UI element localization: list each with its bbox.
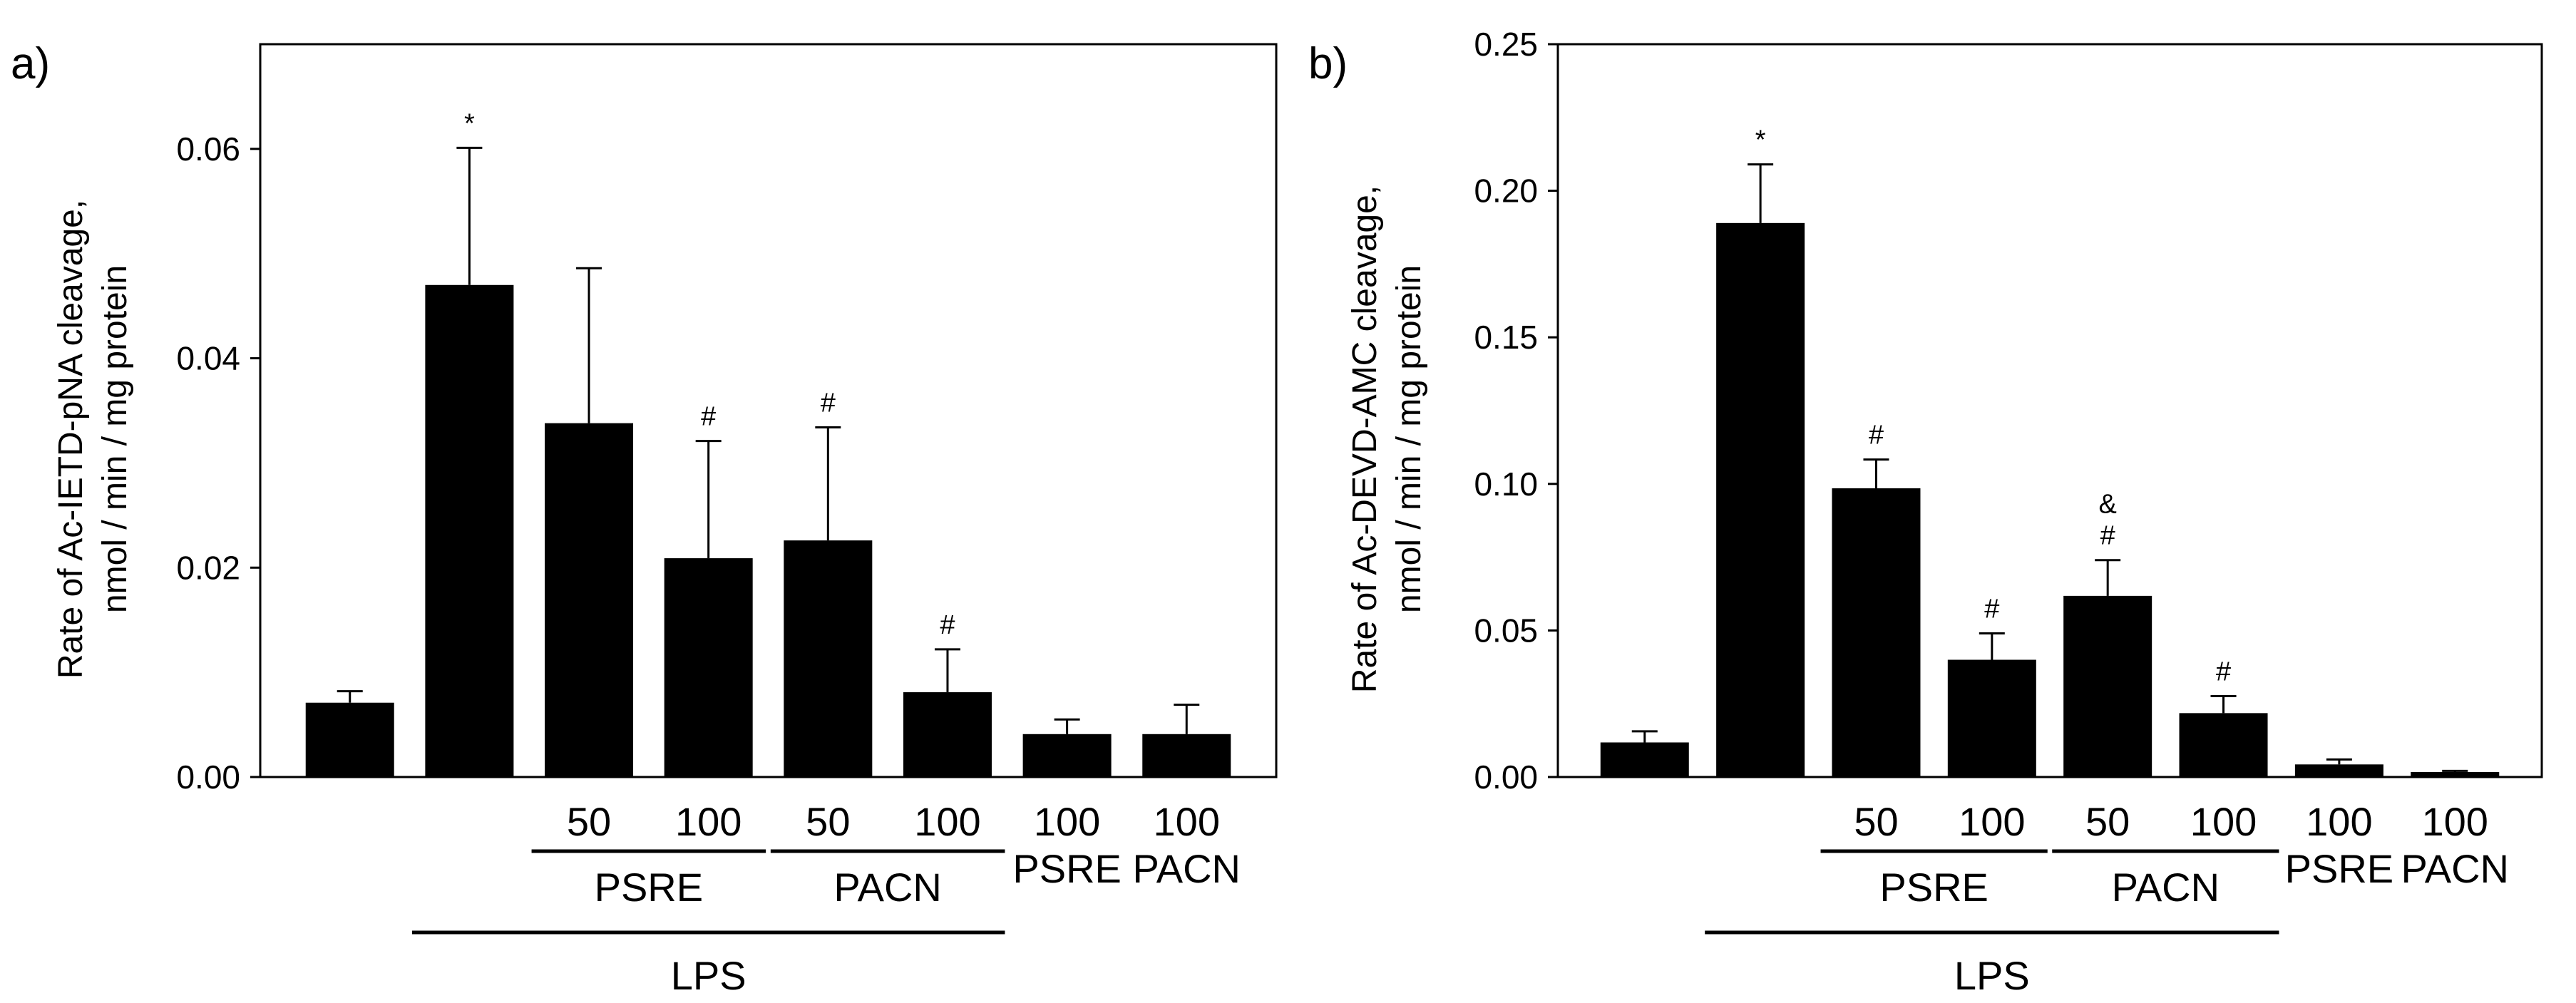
extract-label: PACN xyxy=(1133,846,1241,891)
significance-marker: # xyxy=(701,402,716,432)
dose-label: 50 xyxy=(567,799,611,844)
bar xyxy=(664,558,753,777)
bar xyxy=(2179,713,2268,777)
significance-marker: & xyxy=(2098,490,2116,520)
y-tick-label: 0.02 xyxy=(176,549,240,586)
bar xyxy=(305,702,394,777)
y-axis-label: nmol / min / mg protein xyxy=(1390,265,1428,613)
significance-marker: * xyxy=(1755,125,1766,155)
lps-label: LPS xyxy=(1954,953,2030,998)
extract-label: PACN xyxy=(2401,846,2509,891)
plot-frame xyxy=(259,43,1278,778)
dose-label: 100 xyxy=(1154,799,1220,844)
bar xyxy=(1832,488,1921,777)
group-label: PSRE xyxy=(1879,865,1989,910)
bar xyxy=(425,284,514,777)
bar xyxy=(2294,764,2383,777)
bar xyxy=(1947,659,2036,777)
y-axis-label: nmol / min / mg protein xyxy=(96,265,134,613)
group-label: PSRE xyxy=(595,865,704,910)
y-tick-label: 0.00 xyxy=(1474,758,1538,796)
y-tick-label: 0.25 xyxy=(1474,26,1538,63)
y-tick-label: 0.00 xyxy=(176,758,240,796)
y-axis-label: Rate of Ac-IETD-pNA cleavage, xyxy=(52,200,90,679)
significance-marker: # xyxy=(1984,595,1999,624)
y-axis-label: Rate of Ac-DEVD-AMC cleavage, xyxy=(1346,185,1384,693)
y-tick-label: 0.10 xyxy=(1474,466,1538,503)
group-label: PACN xyxy=(2112,865,2220,910)
significance-marker: # xyxy=(2216,657,2231,687)
y-tick-label: 0.20 xyxy=(1474,173,1538,210)
dose-label: 100 xyxy=(675,799,742,844)
dose-label: 100 xyxy=(2190,799,2257,844)
extract-label: PSRE xyxy=(1012,846,1122,891)
y-tick-label: 0.04 xyxy=(176,340,240,377)
bar xyxy=(784,540,873,777)
bar xyxy=(1022,734,1112,777)
bar xyxy=(2063,595,2152,777)
chart-panel-2: 0.00 0.05 0.10 0.15 0.20 0.25 Rate of Ac-DEVD-… xyxy=(1308,26,2543,998)
dose-label: 50 xyxy=(1854,799,1898,844)
dose-label: 50 xyxy=(806,799,850,844)
significance-marker: * xyxy=(464,108,475,138)
lps-label: LPS xyxy=(671,953,746,998)
y-tick-label: 0.05 xyxy=(1474,612,1538,649)
panel-label: a) xyxy=(11,39,50,88)
dose-label: 100 xyxy=(1959,799,2025,844)
bar xyxy=(1142,734,1231,777)
dose-label: 100 xyxy=(1034,799,1100,844)
panel-label: b) xyxy=(1308,39,1348,88)
dose-label: 100 xyxy=(2422,799,2488,844)
dose-label: 100 xyxy=(2306,799,2372,844)
y-tick-label: 0.15 xyxy=(1474,319,1538,356)
significance-marker: # xyxy=(821,388,836,418)
significance-marker: # xyxy=(940,610,955,640)
bar xyxy=(545,423,634,777)
dose-label: 50 xyxy=(2085,799,2130,844)
group-label: PACN xyxy=(833,865,941,910)
extract-label: PSRE xyxy=(2285,846,2394,891)
significance-marker: # xyxy=(2100,521,2115,551)
dose-label: 100 xyxy=(914,799,980,844)
y-tick-label: 0.06 xyxy=(176,130,240,168)
bar xyxy=(2411,772,2500,777)
plot-frame xyxy=(1556,43,2543,778)
bar xyxy=(1716,222,1805,777)
significance-marker: # xyxy=(1869,421,1884,451)
chart-panel-1: 0.00 0.02 0.04 0.06 Rate of Ac-IETD-pNA clea… xyxy=(11,39,1278,998)
bar xyxy=(903,692,992,777)
bar xyxy=(1600,742,1689,777)
